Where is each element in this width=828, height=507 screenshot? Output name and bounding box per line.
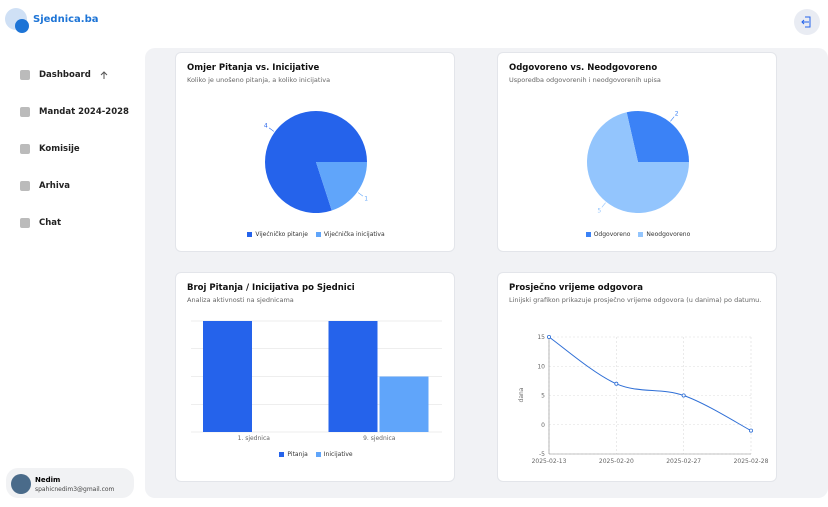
legend-item: Neodgovoreno	[638, 231, 690, 238]
chart-card: Broj Pitanja / Inicijativa po Sjednici An…	[175, 272, 455, 482]
legend-swatch	[279, 452, 285, 457]
chart: 25	[587, 111, 689, 214]
avatar	[11, 474, 31, 494]
chart-card: Prosječno vrijeme odgovora Linijski grafi…	[497, 272, 777, 482]
x-tick-label: 2025-02-20	[599, 458, 634, 465]
legend-swatch	[247, 232, 253, 237]
chart-subtitle: Analiza aktivnosti na sjednicama	[187, 296, 294, 304]
legend-label: Vijećnička inicijativa	[323, 231, 385, 238]
menu: Dashboard Mandat 2024-2028 Komisije Arhi…	[20, 56, 129, 241]
pie-slice	[587, 112, 689, 213]
menu-item[interactable]: Arhiva	[20, 167, 129, 204]
user-email: spahicnedim3@gmail.com	[35, 486, 115, 493]
x-tick-label: 2025-02-27	[666, 458, 701, 465]
chart: 1. sjednica 9. sjednica	[191, 320, 442, 442]
chart-card: Omjer Pitanja vs. Inicijative Koliko je u…	[175, 52, 455, 252]
legend-label: Neodgovoreno	[646, 231, 691, 238]
legend: Pitanja Inicijative	[176, 451, 456, 458]
label-line	[601, 202, 606, 208]
chart-title: Omjer Pitanja vs. Inicijative	[187, 63, 320, 73]
bar	[203, 321, 252, 432]
legend-label: Odgovoreno	[593, 231, 631, 238]
slice-label: 4	[264, 123, 268, 130]
legend-swatch	[315, 232, 321, 237]
legend-swatch	[585, 232, 591, 237]
legend-item: Vijećničko pitanje	[247, 231, 308, 238]
pie-slice	[626, 111, 689, 162]
legend-swatch	[315, 452, 321, 457]
legend-item: Odgovoreno	[585, 231, 631, 238]
menu-item[interactable]: Dashboard	[20, 56, 129, 93]
chart-subtitle: Usporedba odgovorenih i neodgovorenih up…	[509, 76, 661, 84]
chart: -5 0 5 10 15 2025-02-13 2025-02-20 2025-02-27 20…	[518, 334, 769, 465]
menu-label: Arhiva	[39, 180, 71, 191]
y-axis-label: dana	[518, 387, 525, 402]
logout-button[interactable]	[794, 9, 820, 35]
y-tick-label: 10	[537, 363, 545, 370]
user-card[interactable]: Nedim spahicnedim3@gmail.com	[6, 468, 134, 498]
menu-label: Mandat 2024-2028	[39, 106, 129, 117]
point	[547, 335, 552, 340]
legend: Vijećničko pitanje Vijećnička inicijativa	[176, 231, 456, 238]
x-tick-label: 1. sjednica	[238, 435, 271, 442]
x-tick-label: 9. sjednica	[363, 435, 396, 442]
legend-item: Pitanja	[279, 451, 308, 458]
point	[748, 428, 753, 433]
slice-label: 2	[675, 111, 679, 118]
label-line	[670, 116, 675, 122]
slice-label: 5	[597, 207, 601, 214]
arrow-icon	[100, 70, 108, 79]
menu-item[interactable]: Komisije	[20, 130, 129, 167]
bar	[379, 376, 429, 432]
label-line	[357, 192, 364, 197]
menu-label: Dashboard	[39, 69, 91, 80]
bar	[328, 321, 378, 432]
user-name: Nedim	[35, 476, 61, 484]
legend-item: Vijećnička inicijativa	[315, 231, 385, 238]
chart-title: Prosječno vrijeme odgovora	[509, 283, 643, 293]
x-tick-label: 2025-02-28	[734, 458, 769, 465]
line	[548, 336, 752, 432]
pie-slice	[265, 111, 367, 213]
chart-title: Odgovoreno vs. Neodgovoreno	[509, 63, 658, 73]
y-tick-label: 15	[537, 334, 545, 341]
y-tick-label: 5	[541, 393, 545, 400]
chart-subtitle: Linijski grafikon prikazuje prosječno vr…	[509, 296, 762, 304]
legend-swatch	[638, 232, 644, 237]
x-tick-label: 2025-02-13	[532, 458, 567, 465]
legend: Odgovoreno Neodgovoreno	[498, 231, 778, 238]
label-line	[268, 127, 275, 132]
chart-subtitle: Koliko je unošeno pitanja, a koliko inic…	[187, 76, 331, 84]
legend-label: Inicijative	[323, 451, 353, 458]
logout-icon	[801, 16, 811, 28]
menu-label: Komisije	[39, 143, 80, 154]
menu-item[interactable]: Mandat 2024-2028	[20, 93, 129, 130]
legend-label: Vijećničko pitanje	[255, 231, 308, 238]
point	[681, 393, 686, 398]
slice-label: 1	[364, 195, 368, 202]
logo[interactable]: Sjednica.ba	[5, 8, 135, 36]
menu-label: Chat	[39, 217, 62, 228]
point	[614, 381, 619, 386]
pie-slice	[316, 162, 367, 211]
chart-title: Broj Pitanja / Inicijativa po Sjednici	[187, 283, 355, 293]
legend-item: Inicijative	[315, 451, 353, 458]
y-tick-label: 0	[541, 422, 545, 429]
chart: 41	[264, 111, 368, 213]
menu-item[interactable]: Chat	[20, 204, 129, 241]
y-tick-label: -5	[539, 451, 545, 458]
logo-text: Sjednica.ba	[33, 14, 99, 25]
legend-label: Pitanja	[287, 451, 308, 458]
chart-card: Odgovoreno vs. Neodgovoreno Usporedba odg…	[497, 52, 777, 252]
